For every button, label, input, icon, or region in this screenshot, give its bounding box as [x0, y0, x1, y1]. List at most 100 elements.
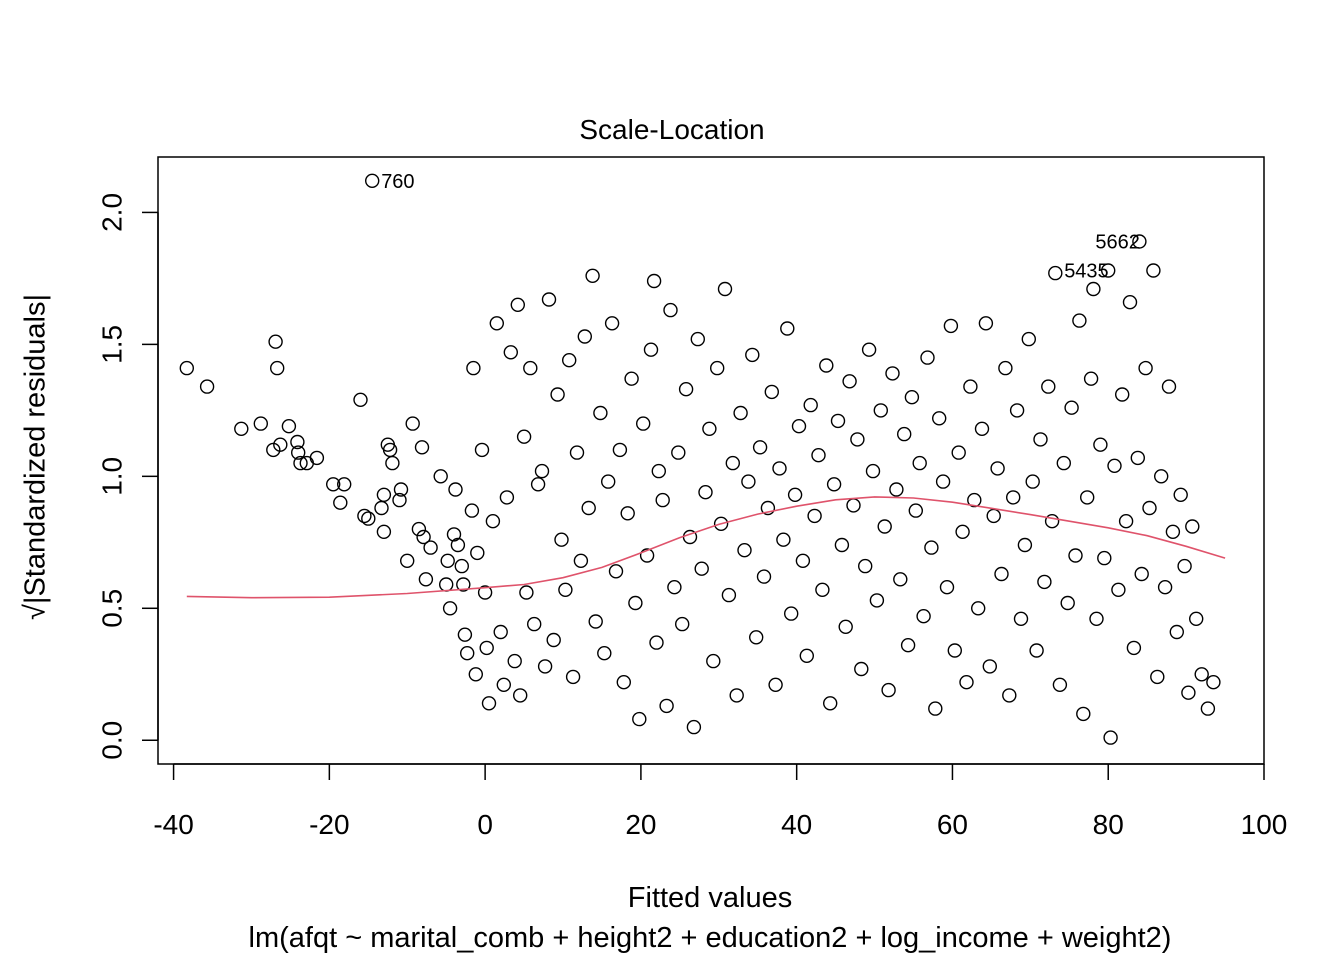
scatter-point	[588, 614, 603, 629]
scatter-point	[1086, 281, 1101, 297]
scatter-point	[725, 455, 740, 471]
scatter-point	[337, 477, 352, 492]
scatter-point	[516, 429, 532, 444]
scatter-point	[1037, 574, 1052, 590]
x-tick-label: 60	[937, 809, 968, 840]
y-tick-label: 1.0	[97, 457, 128, 496]
scatter-point	[1009, 403, 1025, 418]
scatter-point	[776, 532, 791, 547]
y-tick-label: 2.0	[97, 193, 128, 232]
y-axis: 0.0 0.5 1.0 1.5 2.0	[97, 193, 159, 760]
scatter-point	[861, 342, 877, 357]
scatter-point	[481, 696, 497, 711]
scatter-point	[1089, 611, 1104, 626]
scatter-point	[577, 329, 592, 344]
scatter-point	[466, 360, 481, 376]
scatter-point	[663, 302, 678, 318]
scatter-point	[772, 461, 787, 476]
scatter-point	[713, 516, 729, 531]
scatter-point	[819, 358, 834, 373]
scatter-point	[904, 390, 920, 405]
outlier-label: 5435	[1064, 261, 1109, 283]
scatter-point	[1181, 685, 1196, 700]
scatter-point	[924, 540, 939, 555]
scatter-point	[932, 411, 947, 426]
scatter-point	[376, 487, 392, 502]
scatter-point	[293, 455, 308, 471]
scatter-point	[632, 711, 647, 727]
scatter-point	[920, 350, 935, 365]
smoother-line	[186, 496, 1226, 599]
scatter-point	[1200, 701, 1216, 716]
scatter-point	[1064, 400, 1079, 415]
scatter-point	[628, 595, 643, 611]
scatter-point	[585, 268, 600, 283]
scatter-point	[1103, 730, 1118, 745]
scatter-point	[411, 521, 427, 537]
scatter-point	[593, 405, 608, 421]
scatter-point	[1072, 313, 1087, 328]
scatter-point	[729, 688, 744, 703]
scatter-point	[893, 572, 908, 587]
scatter-point	[803, 397, 818, 413]
scatter-point	[1021, 331, 1037, 347]
scatter-point	[541, 292, 557, 307]
scatter-point	[1153, 469, 1169, 484]
scatter-point	[649, 635, 664, 650]
scatter-point	[1013, 611, 1029, 626]
scatter-point	[834, 537, 850, 553]
scatter-point	[1150, 669, 1165, 685]
scatter-point	[503, 345, 518, 360]
scatter-point	[558, 582, 573, 597]
scatter-point	[947, 643, 962, 658]
scatter-point	[990, 461, 1005, 476]
scatter-point	[523, 360, 538, 376]
scatter-point	[780, 321, 795, 336]
scatter-point	[900, 638, 916, 653]
scatter-point	[309, 450, 325, 466]
scatter-point	[1173, 487, 1188, 502]
scatter-point	[741, 474, 756, 489]
scatter-point	[838, 619, 853, 634]
scatter-point	[530, 477, 546, 492]
scatter-point	[604, 316, 620, 331]
scatter-point	[994, 566, 1009, 582]
chart-title: Scale-Location	[579, 114, 765, 145]
scatter-point	[636, 416, 651, 431]
scatter-point	[935, 474, 951, 489]
scatter-point	[496, 677, 511, 692]
scatter-point	[1206, 675, 1221, 690]
scatter-point	[290, 434, 305, 450]
scatter-point	[690, 331, 705, 347]
scatter-point	[811, 448, 826, 463]
scatter-point	[1134, 566, 1149, 582]
scatter-point	[273, 437, 288, 452]
scatter-point	[616, 675, 631, 690]
x-tick-label: 80	[1093, 809, 1124, 840]
scatter-point	[1126, 640, 1142, 656]
scatter-point	[916, 609, 931, 624]
x-axis: -40 -20 0 20 40 60 80 100	[153, 763, 1287, 840]
scatter-point	[357, 508, 372, 524]
scatter-point	[510, 297, 525, 312]
scatter-point	[268, 334, 283, 349]
scatter-point	[393, 482, 409, 497]
scatter-point	[550, 387, 565, 402]
scatter-point	[464, 503, 480, 518]
scatter-point	[971, 601, 986, 616]
scatter-point	[1107, 458, 1122, 473]
scatter-point	[982, 659, 997, 674]
y-tick-label: 0.0	[97, 721, 128, 760]
scatter-point	[799, 648, 814, 663]
scatter-point	[1142, 500, 1157, 516]
scatter-point	[686, 719, 702, 735]
scatter-point	[489, 316, 504, 331]
scatter-point	[967, 492, 982, 508]
scatter-point	[885, 366, 900, 381]
scatter-point	[554, 532, 569, 547]
scatter-point	[507, 653, 522, 669]
scatter-point	[573, 553, 589, 568]
scatter-point	[414, 440, 430, 455]
scatter-point	[1076, 706, 1091, 722]
scatter-point	[912, 455, 927, 471]
